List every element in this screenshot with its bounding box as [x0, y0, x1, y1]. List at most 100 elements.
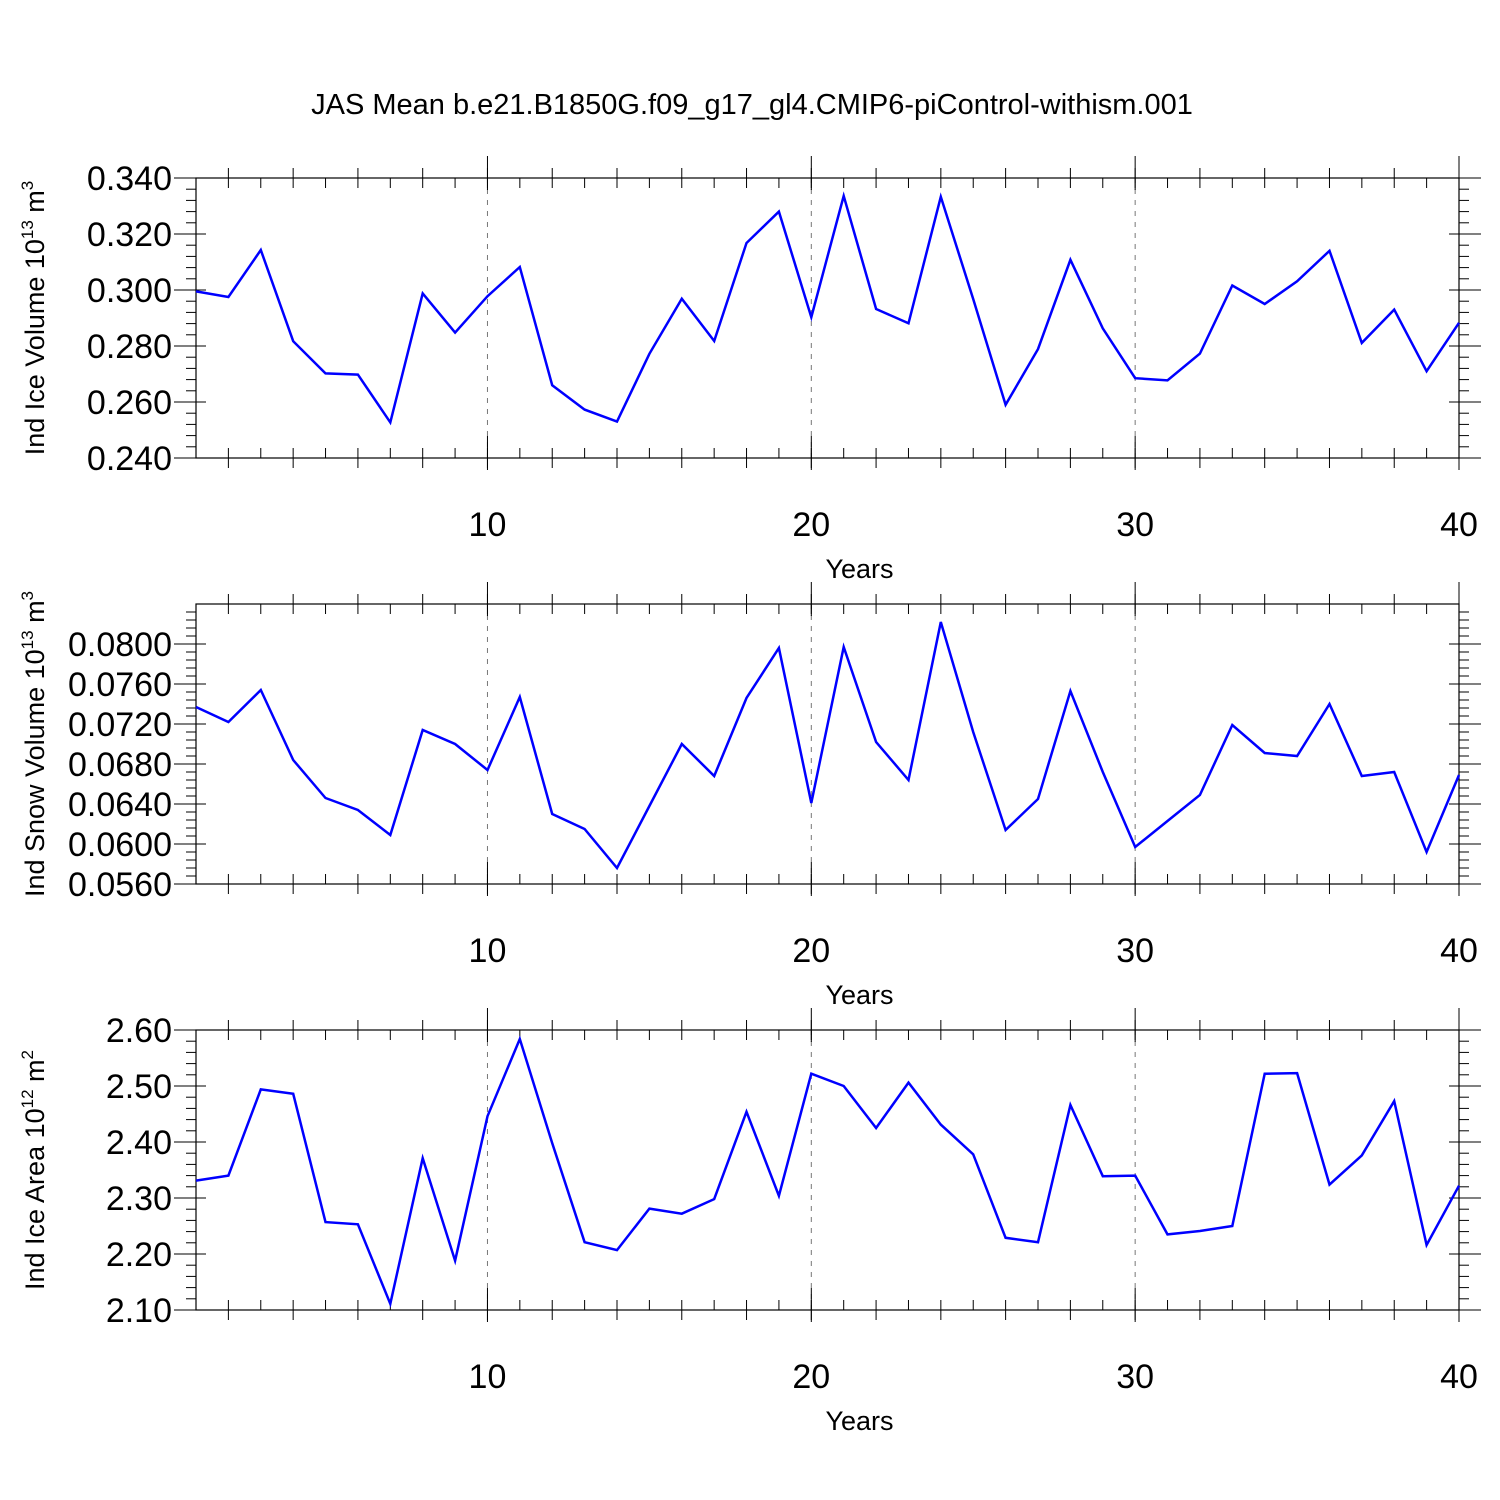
data-point — [1425, 370, 1428, 373]
data-point — [324, 372, 327, 375]
data-point — [713, 1198, 716, 1201]
data-point — [1069, 690, 1072, 693]
data-point — [486, 1115, 489, 1118]
data-point — [421, 729, 424, 732]
data-point — [972, 1153, 975, 1156]
data-point — [1037, 798, 1040, 801]
y-tick-label: 0.320 — [87, 216, 172, 254]
x-tick-label: 10 — [469, 506, 507, 544]
x-tick-label: 20 — [792, 506, 830, 544]
plot-frame — [195, 177, 1460, 459]
data-point — [1198, 794, 1201, 797]
data-point — [1328, 1183, 1331, 1186]
data-point — [777, 1194, 780, 1197]
chart-panel-1: 0.240 0.260 0.280 0.300 0.320 0.340 10 20 30 40 Ye… — [18, 156, 1481, 584]
y-tick-label: 0.0560 — [68, 866, 172, 904]
y-tick-label: 2.50 — [106, 1068, 172, 1106]
data-point — [680, 743, 683, 746]
data-point — [777, 647, 780, 650]
data-point — [1296, 1072, 1299, 1075]
data-point — [972, 731, 975, 734]
x-tick-label: 40 — [1440, 1358, 1478, 1396]
data-point — [583, 828, 586, 831]
x-tick-label: 30 — [1116, 932, 1154, 970]
data-point — [1296, 280, 1299, 283]
data-point — [195, 1179, 198, 1182]
x-tick-label: 30 — [1116, 506, 1154, 544]
data-point — [1263, 752, 1266, 755]
data-point — [486, 769, 489, 772]
data-point — [680, 297, 683, 300]
data-point — [1263, 1072, 1266, 1075]
data-point — [648, 352, 651, 355]
y-tick-label: 0.0600 — [68, 826, 172, 864]
data-point — [907, 1081, 910, 1084]
data-point — [875, 741, 878, 744]
data-point — [227, 721, 230, 724]
data-point — [1296, 755, 1299, 758]
data-point — [454, 743, 457, 746]
data-point — [842, 646, 845, 649]
data-point — [227, 1174, 230, 1177]
x-tick-label: 10 — [469, 932, 507, 970]
data-point — [1231, 724, 1234, 727]
data-point — [1101, 327, 1104, 330]
data-point — [875, 308, 878, 311]
data-point — [421, 1157, 424, 1160]
data-point — [939, 1123, 942, 1126]
data-point — [1231, 284, 1234, 287]
data-point — [648, 805, 651, 808]
data-point — [421, 292, 424, 295]
data-point — [389, 834, 392, 837]
data-point — [1231, 1225, 1234, 1228]
data-point — [810, 1072, 813, 1075]
plot-frame — [195, 603, 1460, 885]
data-point — [324, 1221, 327, 1224]
data-point — [1134, 846, 1137, 849]
data-point — [292, 1092, 295, 1095]
data-point — [1198, 352, 1201, 355]
data-point — [842, 1085, 845, 1088]
x-tick-label: 10 — [469, 1358, 507, 1396]
data-point — [972, 297, 975, 300]
data-point — [875, 1127, 878, 1130]
data-point — [745, 697, 748, 700]
data-point — [777, 210, 780, 213]
data-point — [939, 195, 942, 198]
data-point — [1458, 774, 1461, 777]
data-point — [389, 1302, 392, 1305]
data-point — [907, 779, 910, 782]
data-point — [745, 241, 748, 244]
data-point — [1004, 1236, 1007, 1239]
data-point — [292, 340, 295, 343]
y-axis-label: Ind Snow Volume 1013 m3 — [18, 591, 50, 897]
data-point — [583, 408, 586, 411]
data-point — [1069, 1104, 1072, 1107]
data-point — [551, 384, 554, 387]
data-point — [616, 420, 619, 423]
figure-title: JAS Mean b.e21.B1850G.f09_g17_gl4.CMIP6-… — [311, 89, 1193, 121]
data-point — [1134, 1174, 1137, 1177]
data-point — [1101, 771, 1104, 774]
data-point — [389, 421, 392, 424]
y-tick-label: 0.0760 — [68, 666, 172, 704]
data-point — [810, 802, 813, 805]
data-point — [551, 813, 554, 816]
data-point — [1037, 348, 1040, 351]
data-point — [1004, 829, 1007, 832]
data-point — [1263, 303, 1266, 306]
x-tick-label: 40 — [1440, 932, 1478, 970]
data-point — [259, 1088, 262, 1091]
chart-panel-3: 2.10 2.20 2.30 2.40 2.50 2.60 10 20 30 40 Years Ind… — [18, 1008, 1481, 1436]
data-point — [356, 809, 359, 812]
data-point — [292, 759, 295, 762]
data-point — [713, 775, 716, 778]
y-tick-label: 0.260 — [87, 384, 172, 422]
data-point — [1037, 1241, 1040, 1244]
y-tick-label: 2.40 — [106, 1124, 172, 1162]
y-axis-label: Ind Ice Area 1012 m2 — [18, 1050, 50, 1290]
data-point — [518, 696, 521, 699]
data-point — [227, 296, 230, 299]
data-point — [1393, 771, 1396, 774]
